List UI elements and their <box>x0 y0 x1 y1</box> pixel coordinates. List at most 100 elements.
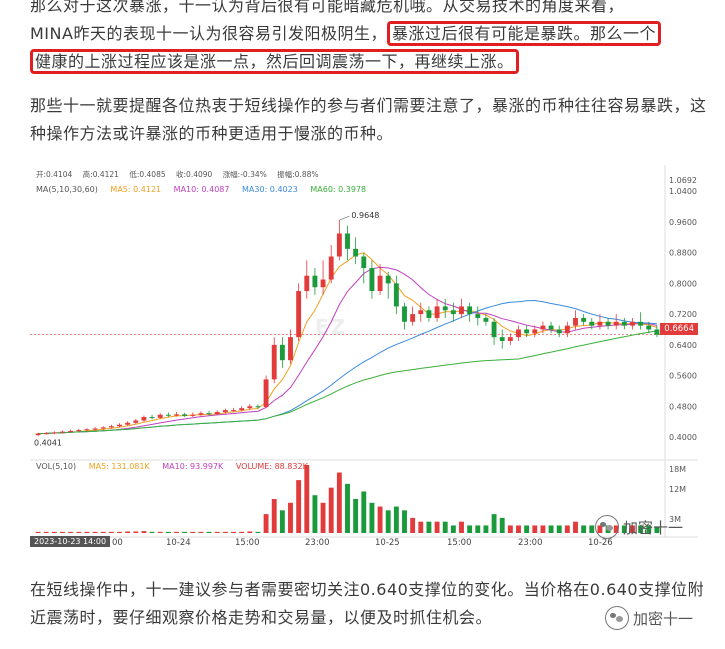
volume-bar <box>125 531 131 533</box>
time-label: 10-26 <box>588 538 613 548</box>
candle-body <box>507 337 513 341</box>
candle-body <box>51 432 57 434</box>
volume-bar <box>255 531 261 533</box>
ma30-line <box>38 299 657 434</box>
high-marker-line <box>339 215 350 221</box>
candle-body <box>418 310 424 315</box>
candle-body <box>255 406 261 408</box>
volume-bar <box>76 531 82 533</box>
volume-bar <box>426 521 432 533</box>
time-label: 15:00 <box>447 538 472 548</box>
candle-body <box>564 325 570 334</box>
volume-bar <box>532 525 538 533</box>
change-value: 涨幅:-0.34% <box>222 170 267 179</box>
volume-bar <box>190 531 196 533</box>
volume-bar <box>108 531 114 533</box>
volume-tick-label: 3M <box>669 515 681 524</box>
volume-tick-label: 12M <box>669 485 686 494</box>
price-tick-label: 0.6400 <box>669 341 697 350</box>
candle-body <box>361 256 367 269</box>
volume-bar <box>442 521 448 533</box>
candlestick-svg: 1.0692 1.0400 0.9600 0.8800 0.8000 0.7200 0.64… <box>30 165 698 538</box>
volume-bar <box>296 480 302 533</box>
amplitude-value: 振幅:0.88% <box>277 170 319 179</box>
volume-bar <box>43 531 49 533</box>
volume-bar <box>459 521 464 533</box>
ma30-label: MA30: 0.4023 <box>242 185 298 194</box>
ma60-line <box>38 330 657 434</box>
candle-body <box>402 306 407 322</box>
time-label: 23:00 <box>305 538 330 548</box>
candle-body <box>548 325 554 330</box>
price-tick-label: 0.8000 <box>669 279 697 288</box>
candle-body <box>516 329 521 338</box>
candle-body <box>524 329 530 334</box>
volume-bar <box>239 531 245 533</box>
candle-body <box>597 321 603 326</box>
volume-bar <box>288 502 293 533</box>
low-value: 低:0.4085 <box>129 170 166 179</box>
volume-bar <box>320 502 326 533</box>
candle-body <box>108 426 114 428</box>
candle-body <box>589 321 595 326</box>
close-value: 收:0.4090 <box>176 170 213 179</box>
candle-body <box>646 325 652 330</box>
p1-line1: 那么对于这次暴涨，十一认为背后很有可能暗藏危机哦。从交易技术的角度来看， <box>30 0 625 15</box>
price-tick-label: 0.4000 <box>669 433 697 442</box>
volume-bar <box>206 531 212 533</box>
candle-body <box>68 430 74 432</box>
volume-bar <box>165 531 171 533</box>
ma10-label: MA10: 0.4087 <box>173 185 230 194</box>
open-value: 开:0.4104 <box>36 170 73 179</box>
volume-bar <box>141 531 147 533</box>
candle-body <box>304 275 310 292</box>
high-marker-label: 0.9648 <box>351 211 379 220</box>
wechat-icon <box>605 606 629 630</box>
price-tick-label: 0.5600 <box>669 372 697 381</box>
watermark-text: 加密十一 <box>633 609 694 628</box>
candle-body <box>125 422 131 425</box>
volume-bar <box>263 514 269 533</box>
volume-bar <box>312 495 318 533</box>
volume-bar <box>581 525 587 533</box>
volume-bar <box>100 531 106 533</box>
volume-bar <box>540 525 546 533</box>
candle-body <box>231 410 236 412</box>
volume-bar <box>589 525 595 533</box>
candle-body <box>483 317 489 322</box>
volume-bar <box>35 531 41 533</box>
volume-bar <box>345 483 350 533</box>
ma5-label: MA5: 0.4121 <box>110 185 162 194</box>
volume-bar <box>638 525 644 533</box>
volume-bar <box>182 531 188 533</box>
candle-body <box>630 321 635 326</box>
volume-bar <box>402 510 407 533</box>
volume-bar <box>133 531 139 533</box>
volume-label: VOLUME: 88.832K <box>235 462 308 471</box>
time-label: 15:00 <box>235 538 260 548</box>
candle-body <box>239 408 245 411</box>
time-label: 10-25 <box>375 538 400 548</box>
candle-body <box>174 414 179 416</box>
volume-bar <box>516 525 521 533</box>
candle-body <box>157 414 163 418</box>
volume-bar <box>475 525 481 533</box>
candle-body <box>149 417 155 419</box>
candle-body <box>279 344 285 361</box>
candle-body <box>263 379 269 408</box>
volume-bar <box>483 525 489 533</box>
kline-chart[interactable]: 开:0.4104 高:0.4121 低:0.4085 收:0.4090 涨幅:-… <box>30 165 698 550</box>
article-paragraph-2: 那些十一就要提醒各位热衷于短线操作的参与者们需要注意了，暴涨的币种往往容易暴跌，… <box>30 96 707 143</box>
volume-bar <box>231 531 236 533</box>
vol-ma5-label: MA5: 131.081K <box>88 462 150 471</box>
watermark-chart: 加密十一 <box>595 515 683 539</box>
candle-body <box>369 268 375 292</box>
volume-bar <box>491 514 497 533</box>
volume-bar <box>117 531 122 533</box>
candle-body <box>133 420 139 423</box>
volume-bar <box>247 531 253 533</box>
volume-bar <box>556 525 562 533</box>
ma-legend: MA(5,10,30,60) MA5: 0.4121 MA10: 0.4087 … <box>36 185 376 194</box>
volume-bar <box>92 531 98 533</box>
candle-body <box>426 310 432 318</box>
